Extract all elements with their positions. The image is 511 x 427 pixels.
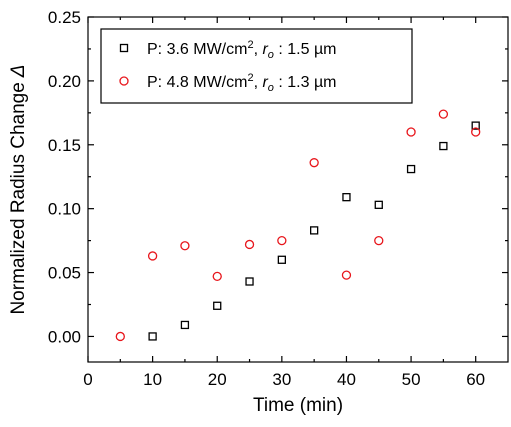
data-point-series-2 bbox=[115, 331, 125, 342]
data-point-series-1 bbox=[180, 320, 190, 330]
data-point-series-1 bbox=[342, 193, 351, 202]
data-point-series-2 bbox=[180, 241, 190, 251]
x-tick-label: 0 bbox=[83, 370, 92, 389]
legend-label-part: P: 4.8 MW/cm bbox=[147, 74, 247, 91]
x-tick-label: 10 bbox=[143, 370, 162, 389]
legend-label-series-1: P: 3.6 MW/cm2, ro : 1.5 µm bbox=[147, 39, 337, 61]
legend-label-part: 2 bbox=[247, 72, 253, 84]
legend-label-part: r bbox=[262, 41, 268, 58]
y-axis-title: Normalized Radius Change Δ bbox=[8, 64, 29, 314]
plot-frame bbox=[87, 16, 509, 363]
y-tick-label: 0.00 bbox=[48, 327, 81, 346]
legend-label-part: 2 bbox=[247, 39, 253, 51]
data-point-series-2 bbox=[438, 109, 449, 119]
legend-label-part: , bbox=[254, 74, 263, 91]
data-point-series-2 bbox=[147, 251, 158, 261]
y-tick-label: 0.05 bbox=[48, 264, 81, 283]
data-point-series-1 bbox=[374, 200, 383, 209]
data-point-series-2 bbox=[471, 127, 481, 137]
data-point-series-2 bbox=[406, 127, 416, 137]
data-point-series-1 bbox=[148, 332, 157, 341]
legend-label-part: : 1.3 µm bbox=[274, 74, 337, 91]
y-tick-label: 0.25 bbox=[48, 8, 81, 27]
tick-labels: 0 10 20 30 40 50 60 0.00 0.05 0.10 0.15 0.20 0.25 bbox=[48, 8, 485, 389]
legend: P: 3.6 MW/cm2, ro : 1.5 µmP: 4.8 MW/cm2,… bbox=[100, 28, 413, 104]
axes bbox=[87, 16, 509, 363]
data-point-series-2 bbox=[277, 235, 287, 246]
legend-box bbox=[100, 28, 413, 104]
legend-label-part: o bbox=[268, 49, 274, 61]
y-tick-label: 0.15 bbox=[48, 136, 81, 155]
data-point-series-1 bbox=[213, 301, 222, 310]
legend-label-series-2: P: 4.8 MW/cm2, ro : 1.3 µm bbox=[147, 72, 337, 94]
x-axis-title: Time (min) bbox=[253, 395, 343, 416]
data-point-series-2 bbox=[244, 239, 255, 250]
legend-label-part: : 1.5 µm bbox=[274, 41, 337, 58]
data-point-series-2 bbox=[212, 271, 222, 282]
x-tick-label: 50 bbox=[402, 370, 421, 389]
data-point-series-1 bbox=[471, 121, 480, 130]
data-point-series-2 bbox=[309, 158, 319, 168]
legend-marker-series-1 bbox=[119, 43, 129, 53]
x-tick-label: 40 bbox=[337, 370, 356, 389]
data-point-series-1 bbox=[310, 226, 319, 235]
data-point-series-1 bbox=[406, 164, 416, 174]
y-axis-title-text: Normalized Radius Change bbox=[8, 82, 29, 314]
y-tick-label: 0.10 bbox=[48, 200, 81, 219]
legend-label-part: r bbox=[262, 74, 268, 91]
x-tick-label: 20 bbox=[208, 370, 227, 389]
y-tick-label: 0.20 bbox=[48, 72, 81, 91]
data-markers bbox=[115, 109, 481, 342]
data-point-series-2 bbox=[341, 270, 352, 280]
legend-label-part: P: 3.6 MW/cm bbox=[147, 41, 247, 58]
data-point-series-1 bbox=[245, 277, 254, 286]
x-tick-label: 30 bbox=[272, 370, 291, 389]
data-point-series-1 bbox=[277, 255, 286, 264]
legend-label-part: o bbox=[268, 82, 274, 94]
x-tick-label: 60 bbox=[466, 370, 485, 389]
data-point-series-2 bbox=[374, 235, 384, 246]
legend-marker-series-2 bbox=[119, 76, 129, 86]
data-point-series-1 bbox=[439, 141, 448, 151]
y-axis-title-symbol: Δ bbox=[8, 64, 29, 78]
legend-label-part: , bbox=[254, 41, 263, 58]
